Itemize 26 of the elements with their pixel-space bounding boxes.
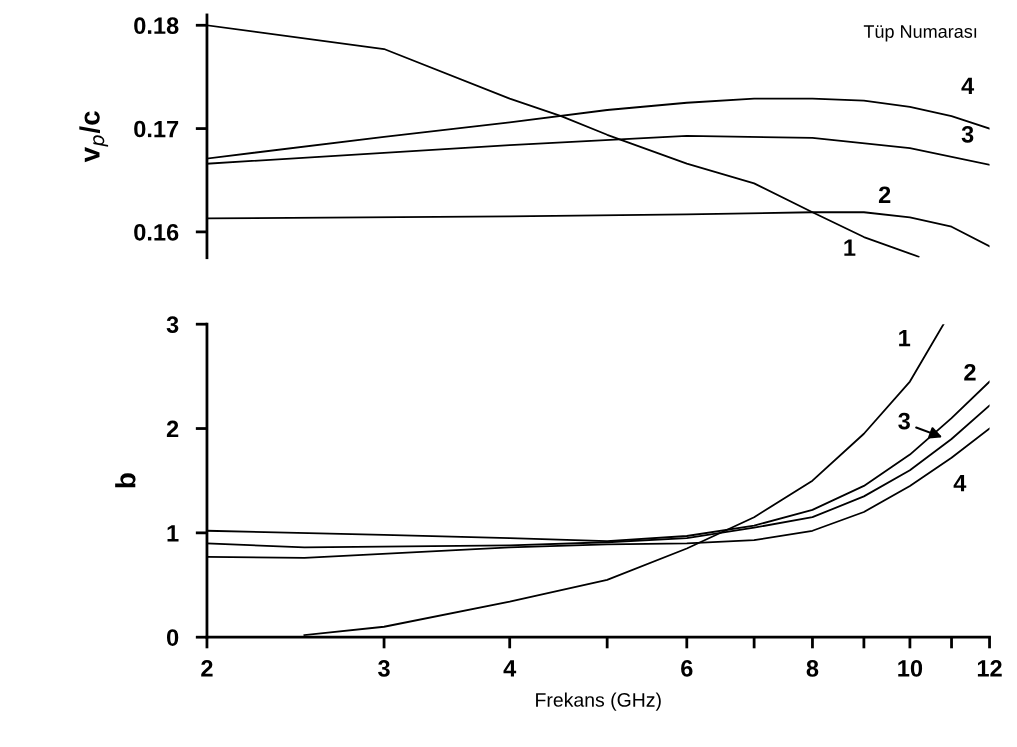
annotation: 3 bbox=[961, 125, 974, 143]
y-tick-label: 1 bbox=[167, 525, 179, 542]
x-tick-label: 2 bbox=[201, 660, 213, 677]
y-tick-label: 0 bbox=[166, 629, 179, 646]
annotation: 2 bbox=[964, 363, 976, 381]
y-axis-title: b bbox=[115, 473, 136, 488]
annotation: 1 bbox=[844, 239, 856, 256]
y-tick-label: 2 bbox=[166, 420, 179, 438]
x-tick-label: 3 bbox=[378, 660, 390, 677]
y-tick-label: 3 bbox=[166, 316, 179, 334]
x-axis-title: Frekans (GHz) bbox=[536, 692, 661, 711]
x-tick-label: 10 bbox=[898, 660, 923, 677]
y-tick-label: 0.16 bbox=[134, 223, 179, 241]
x-tick-label: 4 bbox=[503, 660, 517, 677]
y-axis-title: v$_{p}$/c bbox=[79, 111, 109, 163]
annotation: Tüp Numarası bbox=[863, 25, 977, 42]
y-tick-label: 0.17 bbox=[134, 120, 179, 138]
annotation: 1 bbox=[899, 330, 911, 347]
y-tick-label: 0.18 bbox=[134, 17, 179, 35]
annotation: 2 bbox=[878, 186, 891, 203]
annotation: 4 bbox=[953, 474, 967, 492]
x-tick-label: 6 bbox=[681, 660, 693, 677]
annotation: 3 bbox=[898, 412, 910, 430]
x-tick-label: 8 bbox=[806, 660, 819, 677]
annotation: 4 bbox=[961, 77, 975, 94]
x-tick-label: 12 bbox=[977, 660, 1002, 677]
